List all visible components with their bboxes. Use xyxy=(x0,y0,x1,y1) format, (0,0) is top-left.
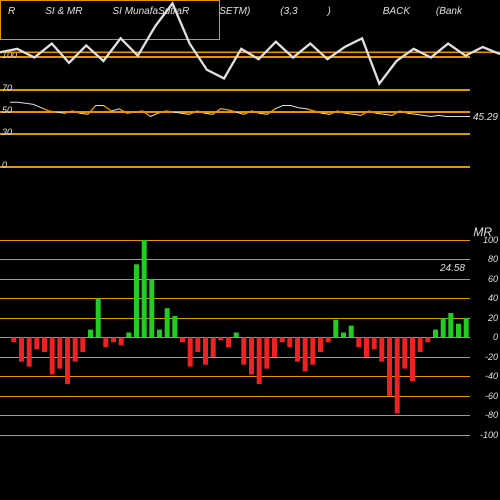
bar-scale-label: 0 xyxy=(472,332,498,342)
mr-bar-chart xyxy=(10,240,470,445)
rsi-gridline xyxy=(0,166,470,168)
bar-scale-label: 80 xyxy=(472,254,498,264)
bar-scale-label: 60 xyxy=(472,274,498,284)
bar-scale-label: 40 xyxy=(472,293,498,303)
bar-panel: MR 100806040200-20-40-60-80-100 24.58 xyxy=(0,225,500,445)
bar-value-label: 24.58 xyxy=(440,263,465,274)
rsi-scale-label: 0 xyxy=(2,160,7,170)
mini-line-chart xyxy=(0,0,500,87)
bar-scale-label: -100 xyxy=(472,430,498,440)
rsi-current-value: 45.29 xyxy=(473,112,498,123)
bar-scale-label: 20 xyxy=(472,313,498,323)
bar-scale-label: -80 xyxy=(472,410,498,420)
bar-scale-label: 100 xyxy=(472,235,498,245)
bar-scale-label: -20 xyxy=(472,352,498,362)
mini-panel: 18 xyxy=(0,0,220,40)
bar-scale-label: -60 xyxy=(472,391,498,401)
bar-scale-label: -40 xyxy=(472,371,498,381)
